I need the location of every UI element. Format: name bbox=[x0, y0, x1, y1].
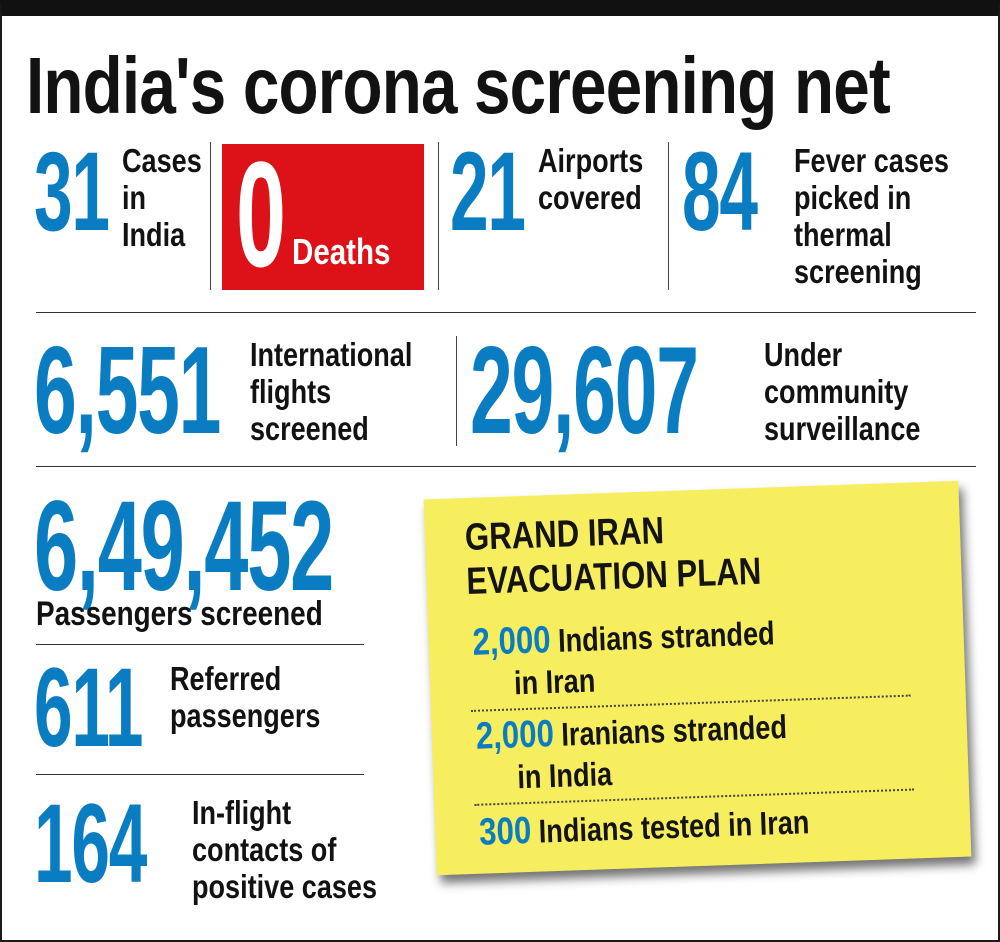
surveillance-number: 29,607 bbox=[470, 322, 699, 460]
fever-label-line: screening bbox=[794, 253, 922, 290]
surveillance-label-line: surveillance bbox=[764, 410, 921, 447]
passengers-number: 6,49,452 bbox=[34, 475, 334, 618]
note-item-text-cont: in India bbox=[516, 755, 613, 796]
inflight-label-line: positive cases bbox=[192, 868, 378, 905]
row-separator bbox=[36, 774, 364, 775]
airports-number: 21 bbox=[450, 129, 526, 254]
surveillance-label-line: Under bbox=[764, 336, 843, 373]
deaths-number: 0 bbox=[236, 130, 287, 298]
intl-flights-number: 6,551 bbox=[34, 322, 221, 460]
deaths-label: Deaths bbox=[292, 231, 391, 272]
divider bbox=[456, 336, 457, 446]
note-item-text-cont: in Iran bbox=[513, 661, 596, 702]
note-item-number: 300 bbox=[478, 809, 532, 854]
note-item-number: 2,000 bbox=[471, 619, 552, 664]
note-title-line: EVACUATION PLAN bbox=[465, 550, 762, 603]
fever-label-line: Fever cases bbox=[794, 142, 949, 179]
divider bbox=[210, 142, 211, 290]
fever-label-line: thermal bbox=[794, 216, 892, 253]
note-item: 2,000 Iranians stranded bbox=[475, 705, 787, 759]
cases-label-line: Cases bbox=[122, 142, 202, 179]
intl-flights-label-line: flights bbox=[250, 373, 332, 410]
surveillance-label-line: community bbox=[764, 373, 909, 410]
inflight-number: 164 bbox=[34, 781, 147, 906]
intl-flights-label-line: screened bbox=[250, 410, 369, 447]
deaths-box: 0 Deaths bbox=[222, 134, 424, 294]
airports-label-line: Airports bbox=[538, 142, 644, 179]
note-item: 300 Indians tested in Iran bbox=[479, 800, 810, 854]
fever-number: 84 bbox=[682, 129, 758, 254]
inflight-label-line: In-flight bbox=[192, 794, 292, 831]
iran-evacuation-note: GRAND IRAN EVACUATION PLAN 2,000 Indians… bbox=[423, 480, 972, 876]
note-item-number: 2,000 bbox=[475, 713, 555, 758]
note-item: 2,000 Indians stranded bbox=[472, 611, 775, 665]
airports-label-line: covered bbox=[538, 179, 642, 216]
referred-label-line: passengers bbox=[170, 697, 321, 734]
passengers-label: Passengers screened bbox=[36, 595, 323, 633]
divider bbox=[668, 142, 669, 290]
row-separator bbox=[36, 644, 364, 645]
note-title: GRAND IRAN EVACUATION PLAN bbox=[464, 506, 762, 604]
cases-label-line: India bbox=[122, 216, 186, 253]
row-separator bbox=[36, 466, 976, 467]
inflight-label-line: contacts of bbox=[192, 831, 337, 868]
note-item-text: Iranians stranded bbox=[560, 707, 788, 753]
cases-label-line: in bbox=[122, 179, 147, 216]
headline: India's corona screening net bbox=[26, 41, 891, 130]
cases-number: 31 bbox=[34, 129, 110, 254]
referred-label-line: Referred bbox=[170, 660, 282, 697]
fever-label-line: picked in bbox=[794, 179, 912, 216]
note-item-text: Indians stranded bbox=[557, 614, 776, 659]
row-separator bbox=[36, 312, 976, 313]
referred-number: 611 bbox=[34, 645, 144, 770]
intl-flights-label-line: International bbox=[250, 336, 413, 373]
divider bbox=[438, 142, 439, 290]
note-item-text: Indians tested in Iran bbox=[538, 803, 810, 850]
